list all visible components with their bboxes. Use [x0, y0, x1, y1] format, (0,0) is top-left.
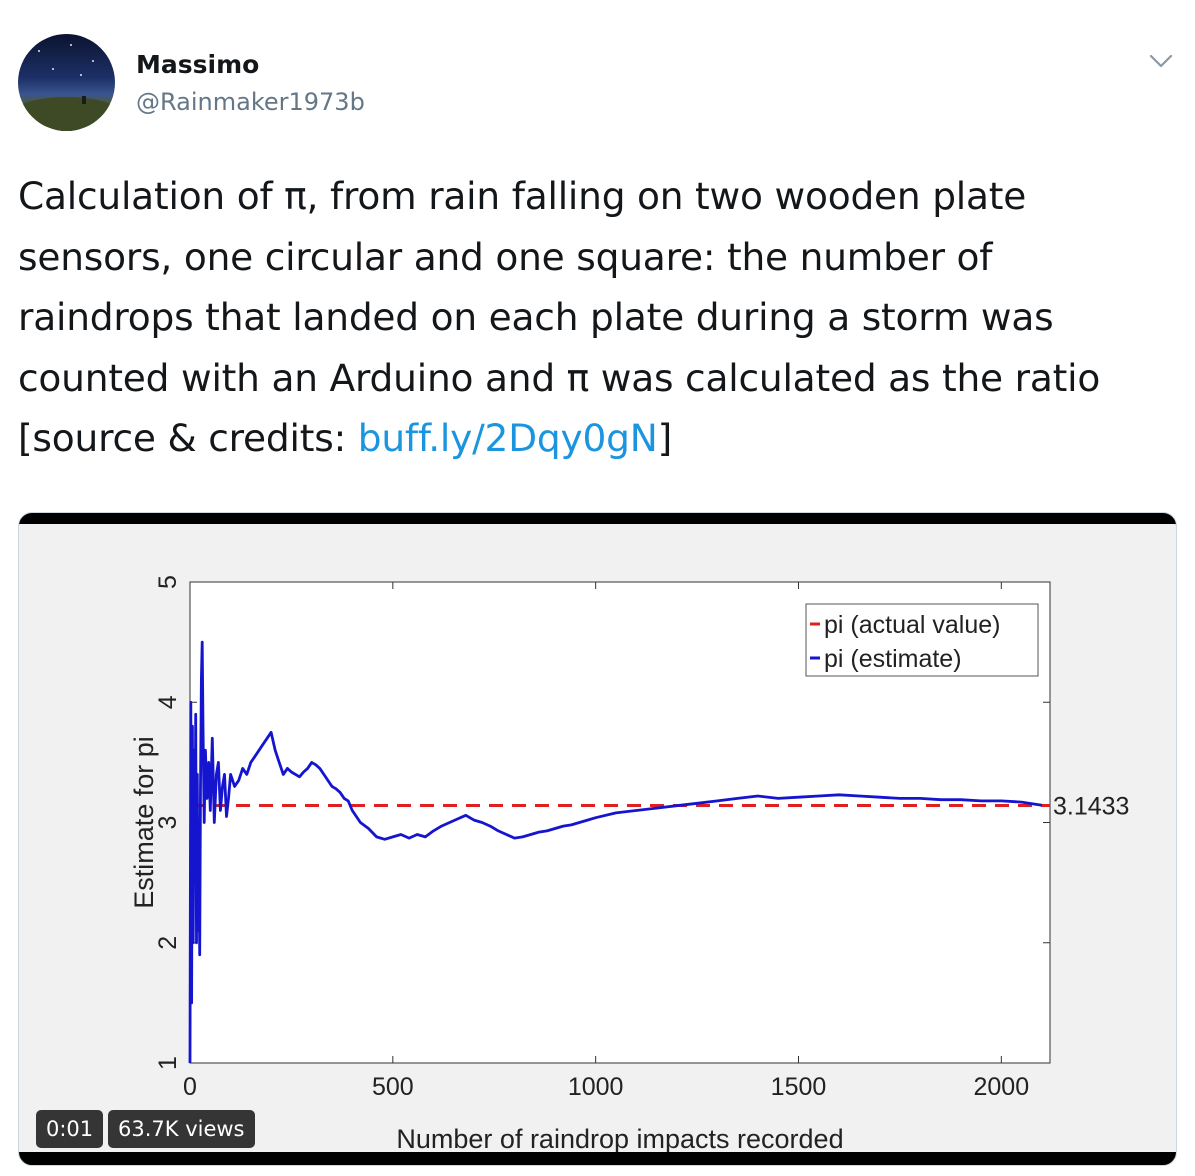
- x-tick-label: 500: [372, 1073, 414, 1101]
- tweet-text: Calculation of π, from rain falling on t…: [18, 166, 1178, 469]
- tweet-text-main: Calculation of π, from rain falling on t…: [18, 174, 1101, 460]
- chevron-down-icon[interactable]: [1148, 52, 1174, 70]
- y-tick-label: 4: [154, 695, 182, 709]
- video-timestamp-badge: 0:01: [36, 1110, 104, 1148]
- legend-entry: pi (actual value): [824, 611, 1000, 639]
- x-tick-label: 1000: [568, 1073, 624, 1101]
- y-tick-label: 5: [154, 575, 182, 589]
- y-tick-label: 1: [154, 1056, 182, 1070]
- end-value-label: 3.1433: [1053, 792, 1129, 820]
- legend-box: [805, 603, 1039, 677]
- video-frame: 0 500 1000 1500 2000 1 2 3 4 5 Number of raindrop …: [19, 524, 1176, 1152]
- display-name[interactable]: Massimo: [136, 50, 260, 79]
- x-tick-label: 0: [183, 1073, 197, 1101]
- source-link[interactable]: buff.ly/2Dqy0gN: [357, 416, 658, 460]
- avatar[interactable]: [18, 34, 115, 131]
- x-axis-label: Number of raindrop impacts recorded: [396, 1124, 843, 1152]
- y-axis-label: Estimate for pi: [129, 736, 159, 909]
- user-handle[interactable]: @Rainmaker1973b: [136, 88, 365, 116]
- series-line-estimate: [188, 640, 1043, 1064]
- x-tick-label: 1500: [771, 1073, 827, 1101]
- x-tick-label: 2000: [974, 1073, 1030, 1101]
- tweet-text-end: ]: [657, 416, 673, 460]
- pi-estimate-chart: 0 500 1000 1500 2000 1 2 3 4 5 Number of raindrop …: [129, 575, 1129, 1152]
- y-tick-label: 2: [154, 936, 182, 950]
- legend-entry: pi (estimate): [824, 645, 962, 673]
- y-tick-label: 3: [154, 816, 182, 830]
- video-player[interactable]: 0 500 1000 1500 2000 1 2 3 4 5 Number of raindrop …: [18, 512, 1177, 1166]
- video-views-badge: 63.7K views: [108, 1110, 255, 1148]
